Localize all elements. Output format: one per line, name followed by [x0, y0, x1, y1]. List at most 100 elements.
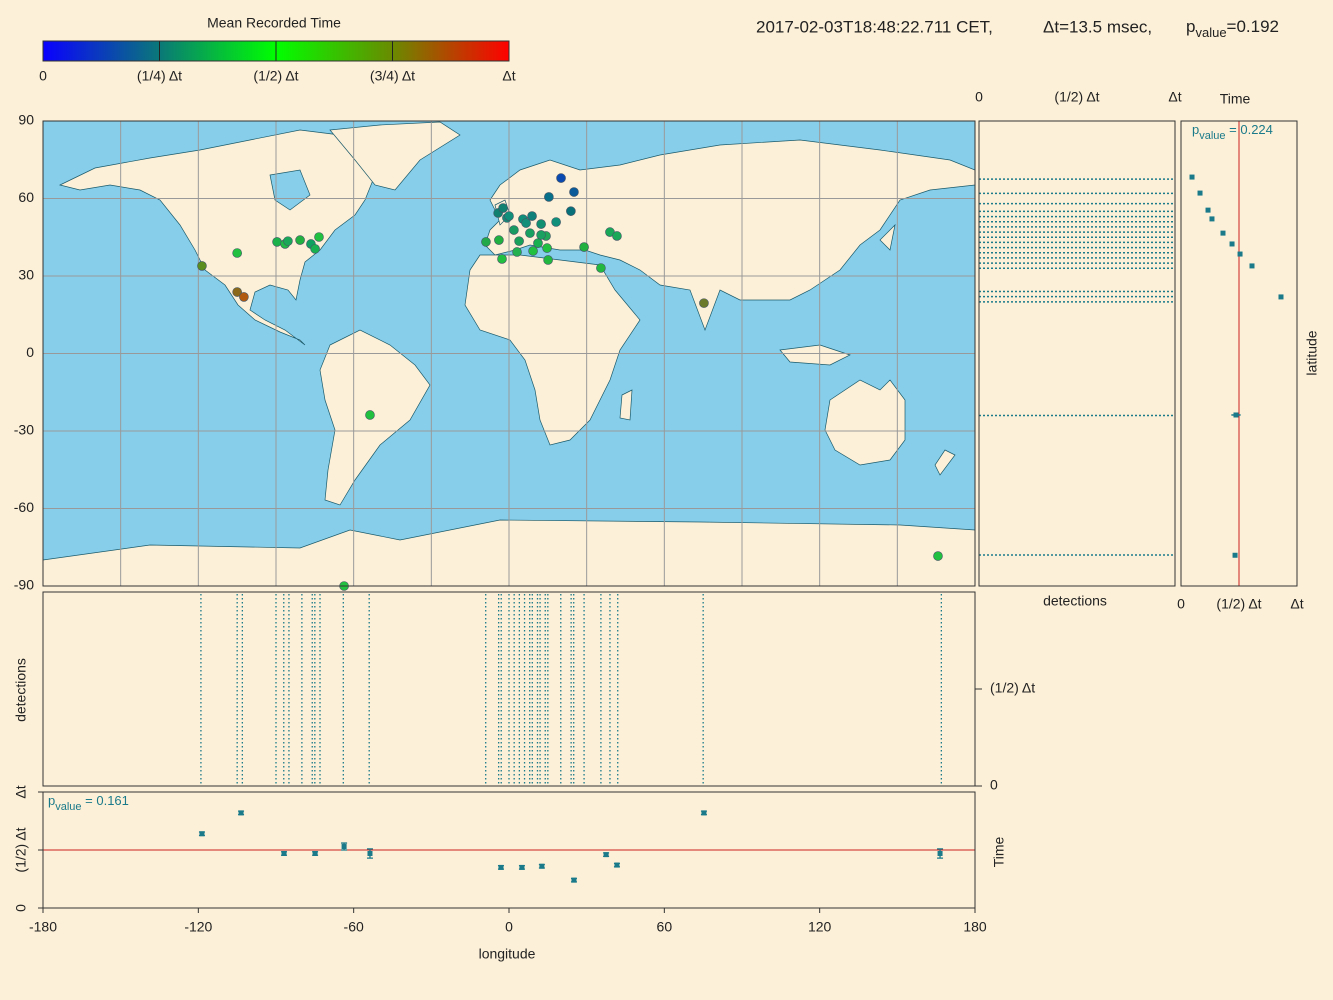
point: [539, 863, 545, 869]
x-tick-label: (1/2) Δt: [1054, 89, 1099, 105]
colorbar-title: Mean Recorded Time: [207, 15, 341, 31]
station: [494, 235, 504, 245]
y-axis-label: detections: [13, 658, 29, 722]
station: [232, 248, 242, 258]
point: [614, 862, 620, 868]
colorbar-tick-label: 0: [39, 68, 47, 84]
x-tick-label: 0: [975, 89, 983, 105]
p-text: =0.192: [1227, 17, 1279, 36]
panel-frame: [42, 591, 976, 787]
point: [1197, 190, 1203, 196]
y-tick-label: 90: [18, 112, 34, 128]
x-tick-label: 0: [505, 919, 513, 935]
point: [312, 850, 318, 856]
p-sub: value: [1195, 25, 1226, 40]
station: [497, 254, 507, 264]
station: [527, 211, 537, 221]
y-tick-label: -90: [14, 577, 34, 593]
station: [579, 242, 589, 252]
point: [281, 850, 287, 856]
station: [481, 237, 491, 247]
panel-frame: [1180, 120, 1298, 587]
timestamp: 2017-02-03T18:48:22.711 CET,: [756, 17, 993, 36]
y-tick-label: 0: [26, 344, 34, 360]
station: [566, 206, 576, 216]
station: [197, 261, 207, 271]
station: [542, 243, 552, 253]
station: [612, 231, 622, 241]
point: [238, 810, 244, 816]
station: [933, 551, 943, 561]
land: [329, 121, 461, 191]
y-tick-label: (1/2) Δt: [990, 680, 1035, 696]
panel-frame: [42, 791, 976, 909]
station: [533, 238, 543, 248]
station: [514, 236, 524, 246]
x-tick-label: Δt: [1290, 596, 1303, 612]
y-axis-label: Time: [991, 836, 1007, 867]
station: [283, 236, 293, 246]
colorbar-frame: [42, 40, 510, 62]
point: [1233, 412, 1239, 418]
colorbar-tick-label: (1/2) Δt: [253, 68, 298, 84]
point: [603, 852, 609, 858]
station: [521, 218, 531, 228]
station: [239, 292, 249, 302]
station: [544, 192, 554, 202]
hudson-bay: [269, 169, 311, 211]
station: [512, 247, 522, 257]
land: [824, 379, 906, 466]
station: [551, 217, 561, 227]
y-tick-label: (1/2) Δt: [13, 827, 29, 872]
p-sub: value: [55, 801, 81, 813]
station: [310, 244, 320, 254]
station: [536, 219, 546, 229]
y-tick-label: 30: [18, 267, 34, 283]
point: [1220, 230, 1226, 236]
station: [528, 246, 538, 256]
station: [314, 232, 324, 242]
colorbar-tick-label: (1/4) Δt: [137, 68, 182, 84]
station: [525, 228, 535, 238]
x-axis-label: longitude: [479, 946, 536, 962]
point: [1189, 174, 1195, 180]
panel-frame: [978, 120, 1176, 587]
x-axis-label: detections: [1043, 593, 1107, 609]
y-tick-label: 0: [13, 904, 29, 912]
y-tick-label: -30: [14, 422, 34, 438]
p: p: [1186, 17, 1195, 36]
x-tick-label: 0: [1177, 596, 1185, 612]
station: [295, 235, 305, 245]
delta-t: Δt=13.5 msec,: [1043, 17, 1152, 36]
p-value: pvalue = 0.161: [48, 793, 129, 812]
point: [199, 831, 205, 837]
y-tick-label: -60: [14, 499, 34, 515]
y-tick-label: 60: [18, 189, 34, 205]
panel-title: Time: [1220, 91, 1251, 107]
colorbar-tick-label: Δt: [502, 68, 515, 84]
point: [498, 864, 504, 870]
p-text: = 0.224: [1226, 122, 1273, 137]
x-tick-label: -120: [184, 919, 212, 935]
x-tick-label: Δt: [1168, 89, 1181, 105]
station: [699, 298, 709, 308]
p-value: pvalue=0.192: [1186, 17, 1279, 40]
station: [596, 263, 606, 273]
x-tick-label: -60: [344, 919, 364, 935]
x-tick-label: 180: [963, 919, 987, 935]
station: [536, 230, 546, 240]
y-axis-label: latitude: [1304, 330, 1320, 375]
point: [1278, 294, 1284, 300]
point: [1249, 263, 1255, 269]
y-tick-label: Δt: [13, 785, 29, 798]
point: [519, 864, 525, 870]
point: [1232, 552, 1238, 558]
point: [937, 850, 943, 856]
land: [934, 449, 956, 476]
station: [509, 225, 519, 235]
land: [879, 223, 896, 251]
station: [504, 211, 514, 221]
land: [779, 344, 851, 366]
